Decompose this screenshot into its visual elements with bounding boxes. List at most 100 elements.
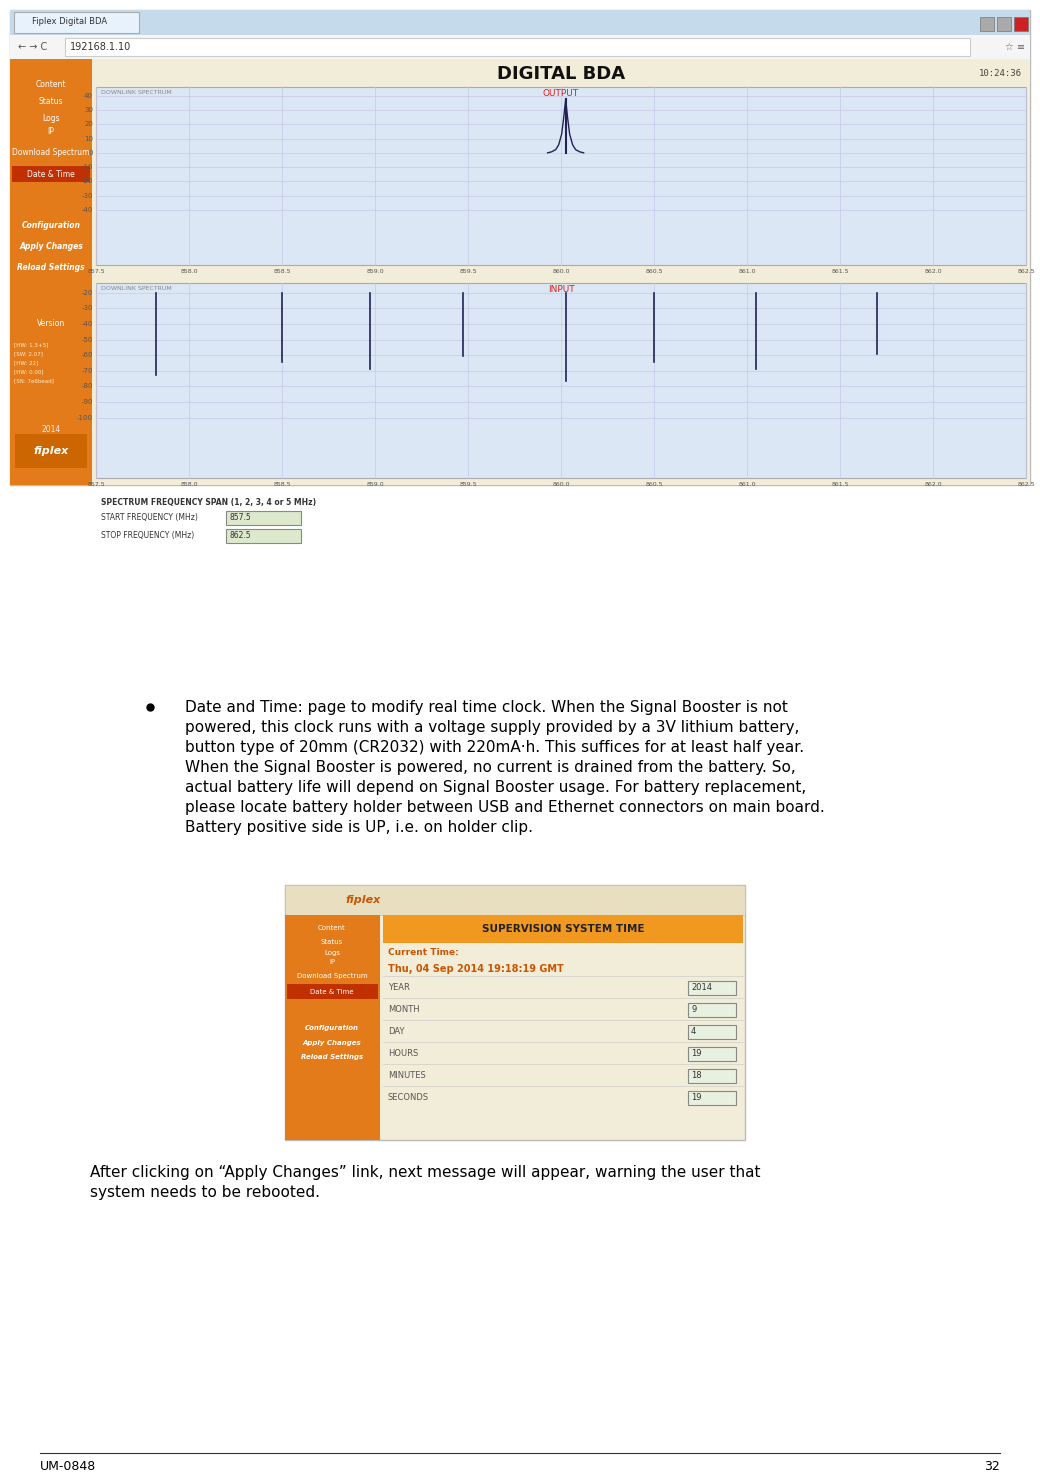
Text: Status: Status: [321, 939, 343, 945]
Text: 862.5: 862.5: [1017, 481, 1035, 487]
Bar: [64, 39, 970, 56]
Text: Date & Time: Date & Time: [27, 169, 75, 179]
Bar: [287, 983, 378, 998]
Text: 857.5: 857.5: [87, 481, 105, 487]
Text: DOWNLINK SPECTRUM: DOWNLINK SPECTRUM: [101, 286, 172, 292]
Text: When the Signal Booster is powered, no current is drained from the battery. So,: When the Signal Booster is powered, no c…: [185, 760, 796, 775]
Text: -10: -10: [81, 164, 93, 170]
Text: -80: -80: [81, 384, 93, 390]
Text: YEAR: YEAR: [388, 982, 410, 991]
Text: 859.5: 859.5: [460, 270, 476, 274]
Text: 10:24:36: 10:24:36: [979, 70, 1022, 78]
Text: ☆ ≡: ☆ ≡: [1005, 41, 1025, 52]
Text: SECONDS: SECONDS: [388, 1093, 430, 1102]
Text: 4: 4: [691, 1026, 696, 1035]
Text: 40: 40: [84, 93, 93, 99]
Text: 30: 30: [84, 107, 93, 113]
Text: 9: 9: [691, 1004, 696, 1013]
Text: STOP FREQUENCY (MHz): STOP FREQUENCY (MHz): [101, 532, 194, 541]
Text: OUTPUT: OUTPUT: [543, 89, 579, 98]
Text: 20: 20: [84, 121, 93, 127]
Text: please locate battery holder between USB and Ethernet connectors on main board.: please locate battery holder between USB…: [185, 800, 825, 815]
Text: Date and Time: page to modify real time clock. When the Signal Booster is not: Date and Time: page to modify real time …: [185, 701, 788, 715]
Text: 858.0: 858.0: [180, 481, 198, 487]
Text: SUPERVISION SYSTEM TIME: SUPERVISION SYSTEM TIME: [482, 924, 644, 935]
Text: 18: 18: [691, 1071, 702, 1080]
Bar: [688, 980, 736, 995]
Bar: [226, 511, 301, 524]
Text: Battery positive side is UP, i.e. on holder clip.: Battery positive side is UP, i.e. on hol…: [185, 820, 534, 835]
Text: Content: Content: [318, 926, 346, 932]
Text: Fiplex Digital BDA: Fiplex Digital BDA: [32, 18, 107, 27]
Text: UM-0848: UM-0848: [40, 1459, 97, 1472]
Text: -40: -40: [81, 207, 93, 213]
Text: 862.5: 862.5: [229, 532, 251, 541]
Text: [HW: 0.00]: [HW: 0.00]: [14, 369, 44, 373]
Text: Download Spectrum: Download Spectrum: [296, 973, 367, 979]
Text: -70: -70: [81, 367, 93, 373]
Bar: [688, 1069, 736, 1083]
Text: -100: -100: [77, 415, 93, 421]
Text: -20: -20: [81, 290, 93, 296]
Text: Logs: Logs: [43, 114, 60, 123]
Bar: [12, 166, 90, 182]
Text: Date & Time: Date & Time: [310, 988, 354, 995]
Bar: [688, 1025, 736, 1040]
Bar: [688, 1091, 736, 1105]
Bar: [226, 529, 301, 544]
Text: 19: 19: [691, 1093, 702, 1102]
Text: START FREQUENCY (MHz): START FREQUENCY (MHz): [101, 512, 198, 521]
Bar: [96, 87, 1026, 265]
Text: HOURS: HOURS: [388, 1049, 418, 1057]
Bar: [997, 16, 1011, 31]
Text: 2014: 2014: [691, 982, 712, 991]
Text: fiplex: fiplex: [33, 446, 69, 456]
Text: -30: -30: [81, 193, 93, 198]
Bar: [10, 59, 1030, 484]
Text: -20: -20: [81, 178, 93, 184]
Text: actual battery life will depend on Signal Booster usage. For battery replacement: actual battery life will depend on Signa…: [185, 780, 806, 795]
Text: MONTH: MONTH: [388, 1004, 419, 1013]
Text: Thu, 04 Sep 2014 19:18:19 GMT: Thu, 04 Sep 2014 19:18:19 GMT: [388, 964, 564, 974]
Text: -60: -60: [81, 352, 93, 358]
Text: 861.0: 861.0: [738, 481, 756, 487]
Text: Reload Settings: Reload Settings: [301, 1053, 363, 1060]
Text: Version: Version: [36, 318, 66, 327]
Text: IP: IP: [329, 960, 335, 966]
Bar: [10, 10, 1030, 484]
Text: powered, this clock runs with a voltage supply provided by a 3V lithium battery,: powered, this clock runs with a voltage …: [185, 720, 800, 735]
Text: 857.5: 857.5: [229, 514, 251, 523]
Text: [HW: 1.3+5]: [HW: 1.3+5]: [14, 342, 48, 347]
Text: 862.0: 862.0: [925, 481, 942, 487]
Text: button type of 20mm (CR2032) with 220mA·h. This suffices for at least half year.: button type of 20mm (CR2032) with 220mA·…: [185, 740, 804, 755]
Text: 862.0: 862.0: [925, 270, 942, 274]
Text: 858.5: 858.5: [274, 481, 291, 487]
Text: 2014: 2014: [42, 425, 60, 434]
Text: DIGITAL BDA: DIGITAL BDA: [497, 65, 625, 83]
Text: fiplex: fiplex: [345, 895, 381, 905]
Text: 32: 32: [984, 1459, 1000, 1472]
Text: 860.5: 860.5: [645, 481, 662, 487]
Bar: [688, 1047, 736, 1060]
Text: Content: Content: [35, 80, 67, 89]
Text: -90: -90: [81, 398, 93, 404]
Bar: [285, 915, 380, 1140]
Text: 192168.1.10: 192168.1.10: [70, 41, 131, 52]
Text: 860.0: 860.0: [552, 270, 570, 274]
Bar: [14, 12, 139, 33]
Text: 861.5: 861.5: [831, 481, 849, 487]
Text: Reload Settings: Reload Settings: [18, 264, 85, 273]
Text: DAY: DAY: [388, 1026, 405, 1035]
Text: [SN: 7e6bead]: [SN: 7e6bead]: [14, 378, 54, 384]
Text: IP: IP: [48, 127, 54, 136]
Bar: [96, 283, 1026, 478]
Text: Configuration: Configuration: [22, 221, 80, 230]
Bar: [688, 1003, 736, 1017]
Text: -50: -50: [81, 336, 93, 342]
Text: [SW: 2.07]: [SW: 2.07]: [14, 351, 43, 355]
Text: Download Spectrum: Download Spectrum: [12, 148, 89, 157]
Text: ← → C: ← → C: [18, 41, 47, 52]
Bar: [10, 59, 92, 484]
Text: Apply Changes: Apply Changes: [19, 241, 83, 250]
Text: Configuration: Configuration: [305, 1025, 359, 1031]
